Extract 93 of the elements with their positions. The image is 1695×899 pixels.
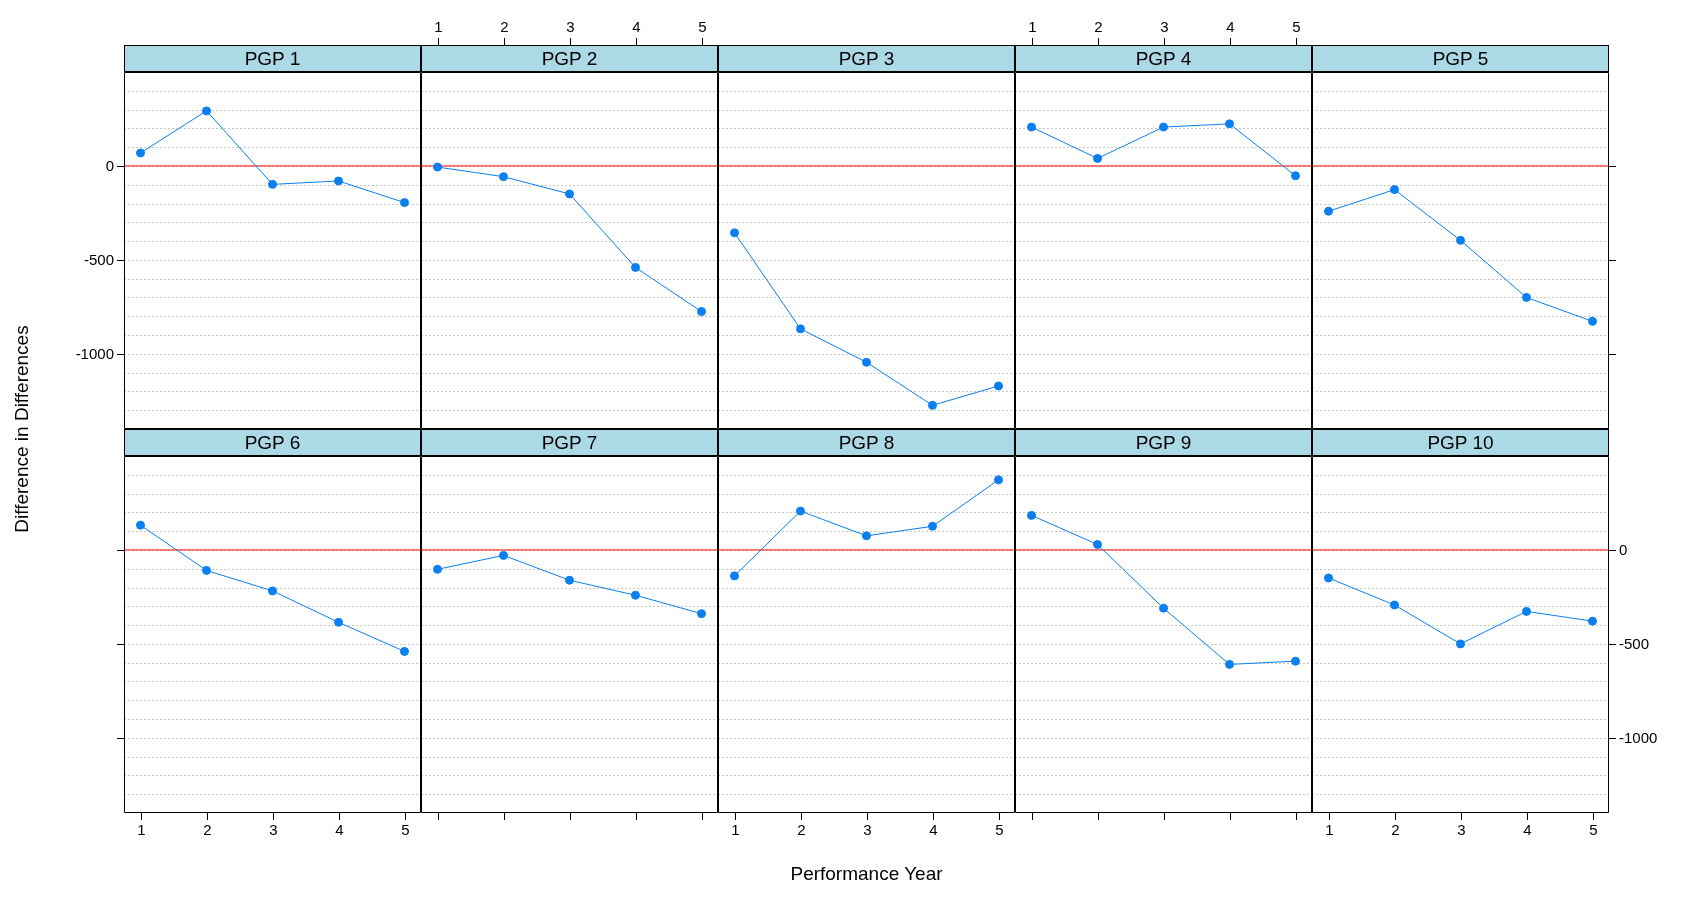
point xyxy=(1159,122,1168,132)
point xyxy=(1456,639,1465,649)
x-tick-label: 2 xyxy=(1094,17,1103,35)
x-tick-label: 3 xyxy=(863,820,872,838)
x-tick-label: 1 xyxy=(137,820,146,838)
point xyxy=(400,646,409,656)
point xyxy=(862,357,871,367)
x-tick-label: 3 xyxy=(566,17,575,35)
point xyxy=(268,179,277,189)
point xyxy=(1225,659,1234,669)
x-tick-label: 3 xyxy=(269,820,278,838)
point xyxy=(334,617,343,627)
point xyxy=(796,506,805,516)
point xyxy=(499,172,508,182)
x-tick-label: 3 xyxy=(1457,820,1466,838)
point xyxy=(1093,540,1102,549)
point xyxy=(1159,603,1168,613)
chart-title: PGP 8 xyxy=(838,432,895,453)
point xyxy=(928,400,937,410)
x-tick-label: 2 xyxy=(203,820,212,838)
point xyxy=(796,324,805,334)
point xyxy=(1225,119,1234,129)
x-tick-label: 4 xyxy=(1523,820,1532,838)
point xyxy=(565,189,574,199)
x-tick-label: 1 xyxy=(731,820,740,838)
point xyxy=(928,521,937,531)
x-tick-label: 4 xyxy=(1226,17,1235,35)
y-tick-label: 0 xyxy=(105,156,114,174)
x-tick-label: 5 xyxy=(1292,17,1301,35)
x-tick-label: 4 xyxy=(632,17,641,35)
point xyxy=(1588,316,1597,326)
point xyxy=(1093,153,1102,163)
point xyxy=(1291,656,1300,666)
point xyxy=(433,564,442,574)
point xyxy=(499,550,508,560)
chart-title: PGP 10 xyxy=(1427,432,1494,453)
chart-title: PGP 2 xyxy=(541,48,598,69)
point xyxy=(1324,206,1333,216)
x-tick-label: 2 xyxy=(500,17,509,35)
point xyxy=(1390,600,1399,610)
y-axis-title: Difference in Differences xyxy=(11,325,33,533)
point xyxy=(433,162,442,172)
x-tick-label: 4 xyxy=(929,820,938,838)
point xyxy=(565,575,574,585)
x-tick-label: 4 xyxy=(335,820,344,838)
chart-title: PGP 1 xyxy=(244,48,301,69)
x-tick-label: 5 xyxy=(995,820,1004,838)
chart-title: PGP 9 xyxy=(1135,432,1192,453)
point xyxy=(202,565,211,575)
point xyxy=(994,475,1003,485)
x-tick-label: 1 xyxy=(1325,820,1334,838)
point xyxy=(697,307,706,317)
point xyxy=(1324,573,1333,583)
x-axis-title: Performance Year xyxy=(790,863,943,885)
chart-title: PGP 4 xyxy=(1135,48,1192,69)
point xyxy=(1522,292,1531,302)
point xyxy=(136,148,145,158)
x-tick-label: 5 xyxy=(1589,820,1598,838)
chart-title: PGP 3 xyxy=(838,48,895,69)
y2-tick-label: -1000 xyxy=(1619,728,1658,746)
y-tick-label: -500 xyxy=(83,250,114,268)
chart-title: PGP 7 xyxy=(541,432,598,453)
x-tick-label: 5 xyxy=(401,820,410,838)
y2-tick-label: -500 xyxy=(1619,634,1650,652)
point xyxy=(1522,606,1531,616)
y2-tick-label: 0 xyxy=(1619,540,1628,558)
point xyxy=(1456,235,1465,245)
point xyxy=(1291,171,1300,181)
point xyxy=(994,381,1003,391)
point xyxy=(1588,616,1597,626)
y-tick-label: -1000 xyxy=(75,344,114,362)
point xyxy=(202,106,211,116)
point xyxy=(136,520,145,530)
point xyxy=(862,531,871,541)
point xyxy=(268,586,277,596)
point xyxy=(631,590,640,600)
point xyxy=(730,228,739,238)
point xyxy=(1027,122,1036,132)
x-tick-label: 3 xyxy=(1160,17,1169,35)
chart-title: PGP 5 xyxy=(1432,48,1489,69)
point xyxy=(1027,510,1036,520)
point xyxy=(697,609,706,619)
x-tick-label: 5 xyxy=(698,17,707,35)
x-tick-label: 1 xyxy=(434,17,443,35)
x-tick-label: 2 xyxy=(1391,820,1400,838)
x-tick-label: 2 xyxy=(797,820,806,838)
point xyxy=(631,262,640,272)
x-tick-label: 1 xyxy=(1028,17,1037,35)
point xyxy=(1390,185,1399,195)
point xyxy=(334,176,343,186)
chart-title: PGP 6 xyxy=(244,432,301,453)
point xyxy=(400,198,409,208)
point xyxy=(730,571,739,581)
